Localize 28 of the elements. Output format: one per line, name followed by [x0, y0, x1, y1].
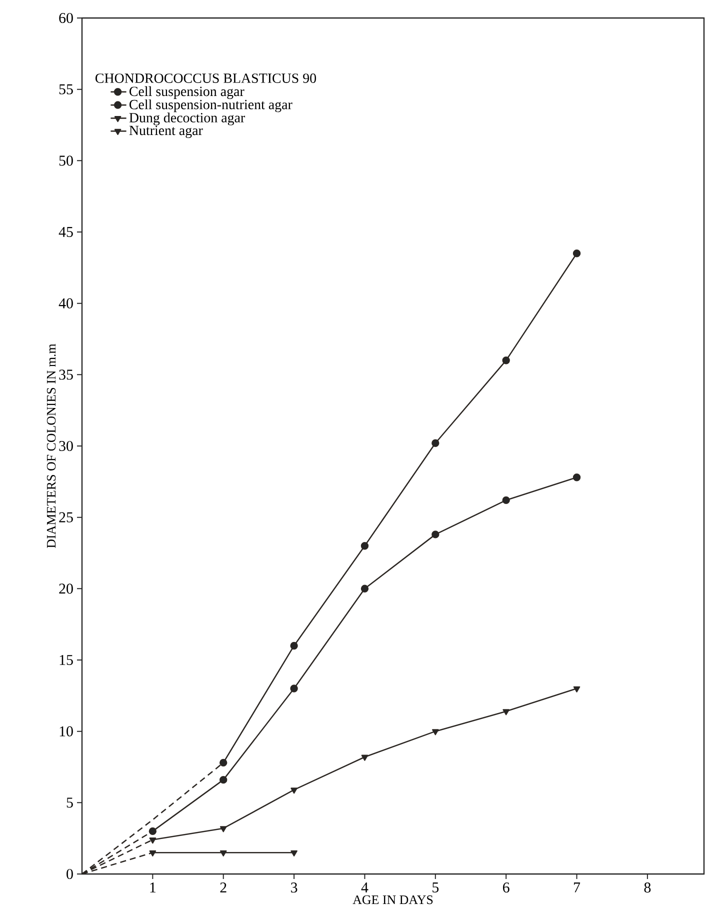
y-tick-label: 20 — [59, 584, 73, 594]
y-tick-label: 45 — [58, 227, 73, 237]
x-tick-label: 5 — [432, 882, 439, 892]
legend-title: CHONDROCOCCUS BLASTICUS 90 — [96, 74, 316, 83]
x-axis-title: AGE IN DAYS — [352, 895, 433, 904]
y-tick-label: 15 — [60, 654, 73, 665]
x-tick-label: 6 — [502, 882, 510, 893]
y-tick-label: 50 — [59, 156, 73, 166]
y-axis-title: DIAMETERS OF COLONIES IN m.m — [46, 344, 56, 548]
x-tick-label: 7 — [574, 882, 580, 892]
legend-label: Nutrient agar — [129, 126, 203, 138]
y-tick-label: 25 — [59, 512, 73, 522]
y-tick-label: 35 — [59, 370, 73, 380]
x-tick-label: 4 — [361, 882, 368, 892]
legend-label: Cell suspension agar — [130, 86, 244, 99]
y-tick-label: 60 — [59, 12, 73, 24]
y-tick-label: 55 — [59, 84, 73, 94]
legend-label: Dung decoction agar — [129, 112, 246, 126]
x-tick-label: 8 — [644, 882, 651, 893]
y-tick-label: 30 — [59, 440, 73, 452]
x-tick-label: 2 — [220, 882, 226, 892]
legend-label: Cell suspension-nutrient agar — [130, 99, 292, 112]
y-tick-label: 5 — [66, 798, 73, 808]
y-tick-label: 0 — [66, 868, 73, 880]
y-tick-label: 40 — [58, 298, 73, 308]
x-tick-label: 3 — [291, 882, 298, 893]
y-tick-label: 10 — [60, 726, 73, 736]
x-tick-label: 1 — [150, 882, 156, 892]
